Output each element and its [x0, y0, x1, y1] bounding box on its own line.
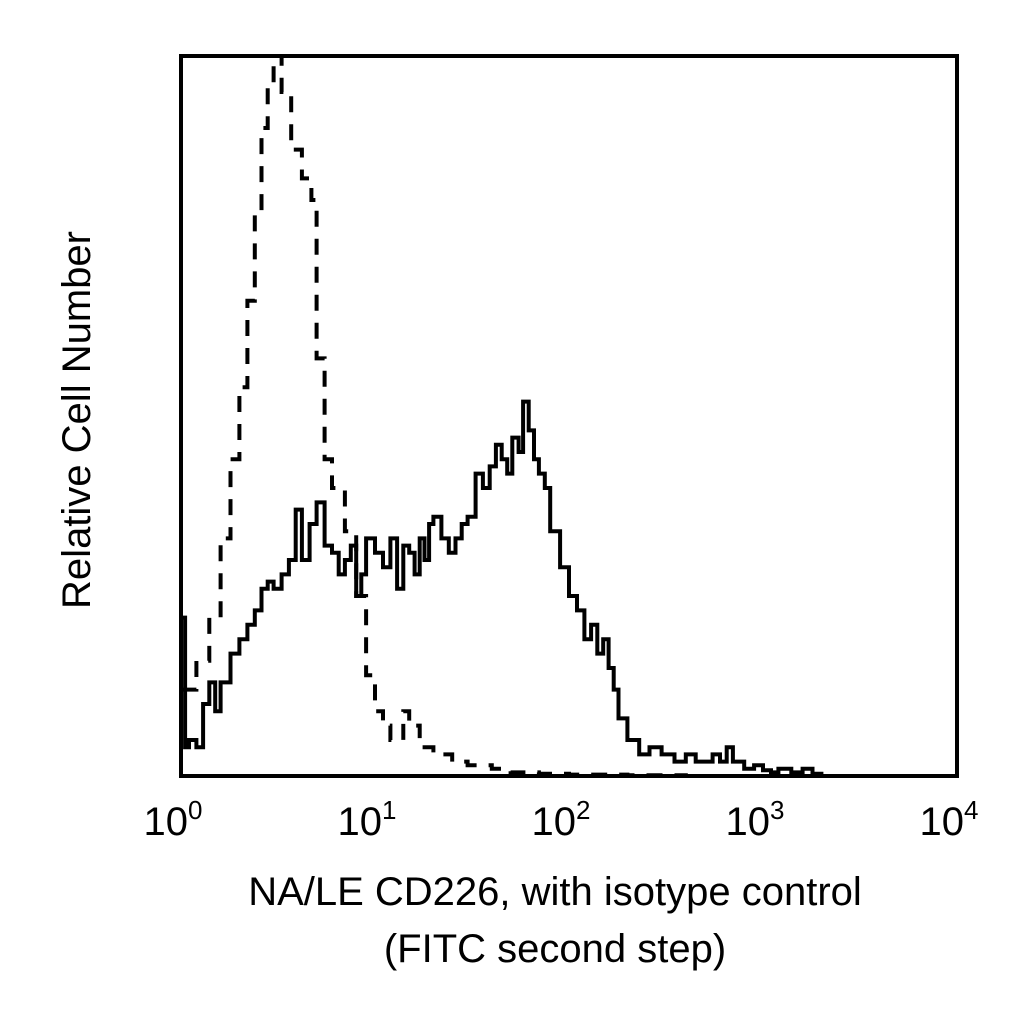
plot-frame	[179, 54, 959, 778]
x-axis-title: NA/LE CD226, with isotype control	[248, 870, 862, 914]
histogram-series-layer	[181, 54, 957, 778]
cd226-histogram	[181, 399, 957, 778]
x-axis-title-line2: (FITC second step)	[384, 927, 726, 971]
x-tick-exponent: 4	[964, 795, 978, 825]
x-tick-base: 10	[532, 800, 577, 844]
y-axis-title: Relative Cell Number	[55, 231, 99, 609]
x-tick-labels: 100 101 102 103 104	[144, 795, 979, 844]
x-tick-label: 102	[532, 795, 591, 844]
x-tick-label: 104	[920, 795, 979, 844]
x-tick-exponent: 2	[576, 795, 590, 825]
x-tick-base: 10	[144, 800, 189, 844]
x-tick-exponent: 0	[188, 795, 202, 825]
x-tick-exponent: 1	[382, 795, 396, 825]
x-tick-base: 10	[920, 800, 965, 844]
x-tick-exponent: 3	[770, 795, 784, 825]
x-tick-base: 10	[338, 800, 383, 844]
x-tick-base: 10	[726, 800, 771, 844]
isotype-control-histogram	[181, 54, 763, 778]
x-tick-label: 100	[144, 795, 203, 844]
x-tick-label: 101	[338, 795, 397, 844]
x-tick-label: 103	[726, 795, 785, 844]
